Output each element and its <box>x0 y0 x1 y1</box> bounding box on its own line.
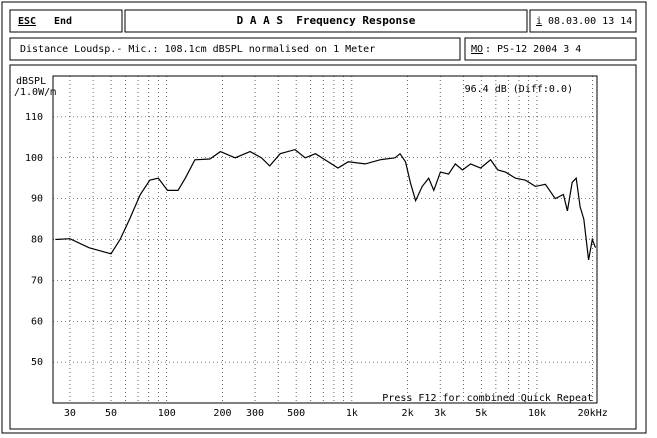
note: Distance Loudsp.- Mic.: 108.1cm dBSPL no… <box>20 44 375 55</box>
x-tick-label: 3k <box>434 408 446 419</box>
note-box <box>9 37 461 61</box>
x-tick-label: 2k <box>402 408 414 419</box>
esc-key[interactable]: ESC <box>18 16 36 27</box>
x-tick-label: 500 <box>287 408 305 419</box>
x-tick-label: 100 <box>158 408 176 419</box>
model-box <box>464 37 637 61</box>
y-tick-label: 100 <box>25 153 43 164</box>
y-tick-label: 70 <box>31 275 43 286</box>
info-box[interactable] <box>529 9 637 33</box>
y-label: dBSPL <box>16 76 46 87</box>
y-tick-label: 60 <box>31 316 43 327</box>
x-tick-label: 30 <box>64 408 76 419</box>
response-curve <box>55 148 597 261</box>
y-tick-label: 80 <box>31 235 43 246</box>
x-tick-label: 300 <box>246 408 264 419</box>
annotation: 96.4 dB (Diff:0.0) <box>465 84 573 95</box>
y-tick-label: 90 <box>31 194 43 205</box>
end-label[interactable]: End <box>54 16 72 27</box>
esc-button[interactable] <box>9 9 123 33</box>
x-tick-label: 1k <box>346 408 358 419</box>
footer: Press F12 for combined Quick Repeat <box>382 393 593 404</box>
x-tick-label: 10k <box>528 408 546 419</box>
x-tick-label: 20kHz <box>578 408 608 419</box>
x-tick-label: 50 <box>105 408 117 419</box>
datetime: 08.03.00 13 14 <box>548 16 632 27</box>
title-box <box>124 9 528 33</box>
y-tick-label: 50 <box>31 357 43 368</box>
title: D A A S Frequency Response <box>237 14 416 27</box>
chart-frame <box>9 64 637 430</box>
y-label-unit: /1.0W/m <box>14 87 56 98</box>
model-key: MO <box>471 44 483 55</box>
model: : PS-12 2004 3 4 <box>485 44 581 55</box>
x-tick-label: 5k <box>475 408 487 419</box>
x-tick-label: 200 <box>213 408 231 419</box>
y-tick-label: 110 <box>25 112 43 123</box>
info-key[interactable]: i <box>536 16 542 27</box>
